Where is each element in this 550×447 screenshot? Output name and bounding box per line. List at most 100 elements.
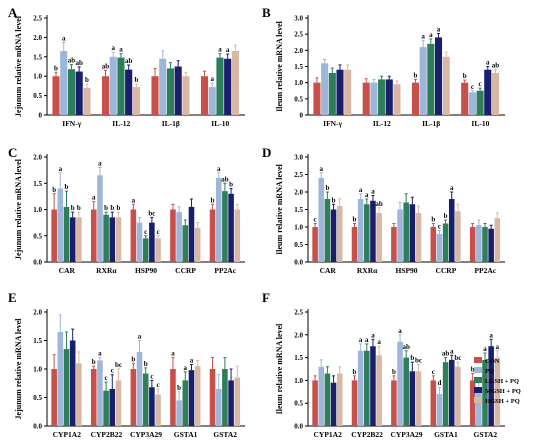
sig-letter-e-1-2: c [105,374,108,382]
bar-e-4-1 [215,388,222,426]
bar-c-2-2 [142,238,149,262]
x-tick-label-f-0: CYP1A2 [314,430,343,439]
sig-letter-b-2-2: a [429,31,433,39]
bar-e-1-3 [109,388,116,426]
bar-f-3-0 [430,380,437,426]
sig-letter-d-1-4: ab [375,200,383,208]
bar-a-0-0 [52,76,60,115]
sig-letter-e-3-3: a [190,356,194,364]
y-tick-label-a: 2.5 [33,15,42,23]
y-tick-label-a: 0 [39,112,43,120]
panel-label-c: C [8,145,17,160]
bar-e-0-2 [63,349,70,426]
sig-letter-d-3-1: c [438,223,441,231]
bar-d-3-2 [442,223,449,262]
bar-e-2-4 [155,394,161,426]
y-tick-label-b: 1.0 [294,79,303,87]
sig-letter-f-4-3: a [489,331,493,339]
sig-letter-c-1-2: b [104,204,108,212]
bar-d-2-4 [415,213,422,262]
y-tick-label-e: 1.5 [33,337,42,345]
x-tick-label-c-2: HSP90 [135,266,157,275]
bar-e-2-2 [142,373,149,426]
sig-letter-b-2-1: a [421,33,425,41]
sig-letter-b-3-2: c [479,80,482,88]
bar-e-1-2 [103,390,109,426]
bar-f-2-1 [397,341,403,426]
bar-d-2-2 [403,202,409,262]
bar-f-3-4 [455,366,461,426]
bar-d-4-2 [482,227,488,262]
x-tick-label-e-4: GSTA2 [213,430,237,439]
sig-letter-c-0-4: b [77,204,81,212]
sig-letter-e-2-2: b [144,360,148,368]
sig-letter-c-1-3: b [110,204,114,212]
bar-c-3-2 [182,225,189,262]
bar-f-0-3 [330,382,337,426]
bar-a-1-2 [117,57,125,115]
bar-c-0-2 [63,206,70,262]
legend-swatch-3 [474,387,482,393]
panel-label-f: F [262,290,270,305]
sig-letter-d-0-3: b [332,196,336,204]
sig-letter-d-3-2: b [444,212,448,220]
bar-d-4-1 [476,225,482,262]
bar-f-0-2 [324,373,331,426]
sig-letter-f-2-1: a [398,327,402,335]
bar-b-0-1 [321,63,329,115]
bar-e-4-3 [228,380,234,426]
bar-f-0-0 [312,380,318,426]
bar-f-2-4 [415,371,422,426]
x-tick-label-e-1: CYP2B22 [91,430,123,439]
sig-letter-f-4-2: a [483,345,487,353]
bar-a-0-3 [75,71,83,115]
bar-b-1-0 [362,82,370,115]
x-tick-label-a-3: IL-10 [211,119,229,128]
sig-letter-f-3-1: d [438,379,442,387]
bar-b-0-3 [336,69,344,115]
y-tick-label-c: 0.0 [33,259,42,267]
sig-letter-e-1-1: a [98,350,102,358]
y-axis-title-b: Ileum relative mRNA level [275,20,284,111]
x-tick-label-a-2: IL-1β [162,119,180,128]
legend-swatch-1 [474,367,482,373]
sig-letter-f-2-0: b [392,368,396,376]
sig-letter-e-2-4: c [157,381,160,389]
sig-letter-c-1-1: a [98,160,102,168]
y-tick-label-f: 1.0 [294,377,303,385]
bar-c-3-1 [176,212,182,262]
y-axis-title-f: Ileum relative mRNA level [275,323,284,414]
y-tick-label-c: 1.0 [33,206,42,214]
bar-f-1-3 [370,346,376,426]
bar-b-2-1 [419,47,427,115]
y-tick-label-f: 2.5 [294,309,303,317]
bar-f-1-0 [351,380,358,426]
bar-e-4-2 [222,369,228,426]
sig-letter-a-0-1: a [62,34,66,42]
sig-letter-f-3-4: bc [454,354,461,362]
x-tick-label-e-2: CYP3A29 [130,430,162,439]
x-tick-label-d-2: HSP90 [395,266,417,275]
bar-a-2-3 [174,66,182,115]
sig-letter-f-1-3: a [371,331,375,339]
bar-c-2-4 [155,238,161,262]
bar-d-0-0 [312,227,318,262]
sig-letter-a-1-3: ab [125,57,133,65]
sig-letter-b-3-0: b [463,72,467,80]
legend-label-0: CON [485,358,500,365]
bar-f-3-1 [436,394,443,426]
bar-f-1-1 [357,350,364,426]
bar-e-2-0 [130,369,137,426]
x-tick-label-b-1: IL-12 [373,119,391,128]
y-tick-label-d: 0.5 [294,241,303,249]
y-tick-label-d: 3.0 [294,154,303,162]
y-axis-title-e: Jejunum relative mRNA level [14,318,23,420]
sig-letter-d-0-1: a [320,165,324,173]
bar-f-3-2 [442,362,449,426]
bar-e-3-1 [176,400,182,426]
legend-label-2: LGSH + PQ [485,378,519,385]
x-tick-label-c-3: CCRP [175,266,196,275]
x-tick-label-a-0: IFN-γ [62,119,81,128]
sig-letter-f-4-0: b [471,366,475,374]
y-tick-label-c: 0.5 [33,232,42,240]
